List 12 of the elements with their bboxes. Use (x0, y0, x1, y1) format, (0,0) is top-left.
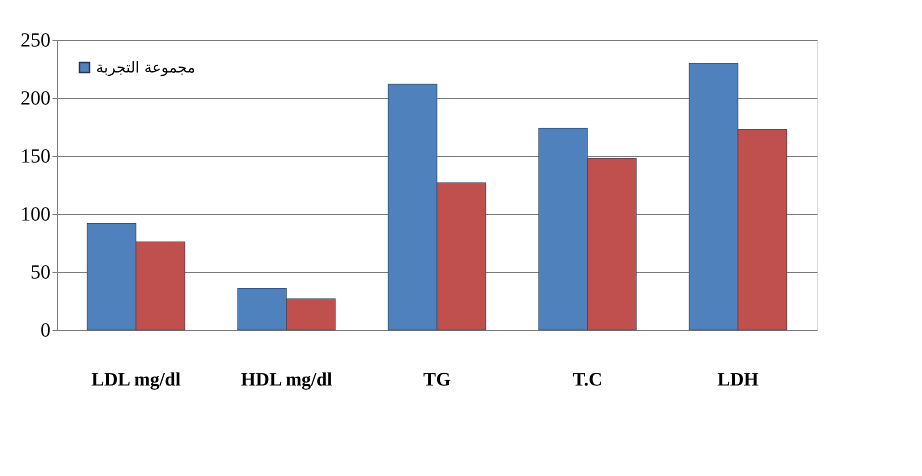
legend-label: مجموعة التجربة (96, 58, 196, 76)
x-tick-label: T.C (572, 370, 602, 390)
y-tick-label: 200 (20, 88, 50, 110)
y-tick-label: 0 (40, 320, 50, 342)
x-tick-label: LDH (717, 370, 759, 390)
y-tick-label: 100 (20, 204, 50, 226)
y-tick-label: 150 (20, 146, 50, 168)
y-tick-label: 50 (30, 262, 50, 284)
x-tick-label: LDL mg/dl (91, 370, 181, 390)
x-tick-label: HDL mg/dl (240, 370, 332, 390)
y-tick-label: 250 (20, 30, 50, 52)
x-tick-label: TG (423, 370, 451, 390)
